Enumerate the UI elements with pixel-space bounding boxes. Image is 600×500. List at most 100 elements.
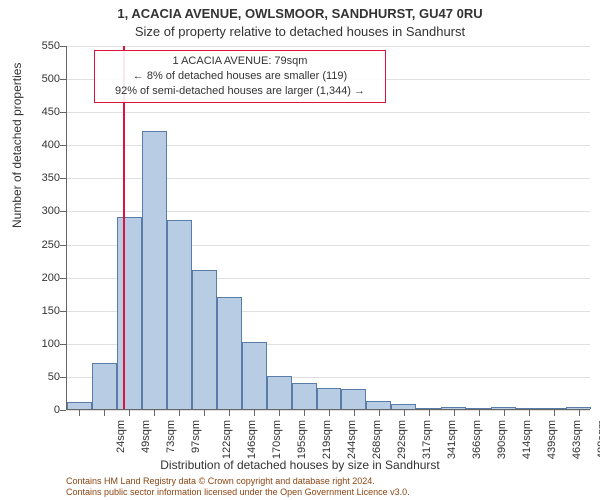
histogram-bar	[416, 408, 441, 409]
grid-line	[67, 46, 590, 47]
histogram-bar	[167, 220, 192, 409]
y-tick-label: 150	[42, 305, 60, 317]
x-tick-label: 463sqm	[571, 420, 583, 459]
x-tick	[404, 410, 405, 416]
x-tick	[554, 410, 555, 416]
y-tick-label: 250	[42, 239, 60, 251]
x-tick-label: 341sqm	[446, 420, 458, 459]
x-tick-label: 24sqm	[116, 420, 128, 453]
y-tick	[60, 311, 66, 312]
y-tick-label: 100	[42, 338, 60, 350]
x-tick	[129, 410, 130, 416]
y-tick	[60, 377, 66, 378]
footer-line-1: Contains HM Land Registry data © Crown c…	[66, 476, 410, 487]
x-tick-label: 73sqm	[165, 420, 177, 453]
x-tick	[104, 410, 105, 416]
x-tick	[79, 410, 80, 416]
x-tick-label: 146sqm	[246, 420, 258, 459]
annotation-line-2: ← 8% of detached houses are smaller (119…	[101, 69, 379, 84]
histogram-bar	[267, 376, 292, 409]
histogram-bar	[391, 404, 416, 409]
x-tick	[179, 410, 180, 416]
x-tick-label: 317sqm	[421, 420, 433, 459]
histogram-bar	[516, 408, 541, 409]
histogram-bar	[117, 217, 142, 409]
y-tick	[60, 178, 66, 179]
x-tick	[454, 410, 455, 416]
y-tick	[60, 79, 66, 80]
chart-container: 1, ACACIA AVENUE, OWLSMOOR, SANDHURST, G…	[0, 0, 600, 500]
y-tick	[60, 211, 66, 212]
chart-title-description: Size of property relative to detached ho…	[0, 24, 600, 39]
x-tick-label: 414sqm	[521, 420, 533, 459]
histogram-bar	[67, 402, 92, 409]
annotation-line-1: 1 ACACIA AVENUE: 79sqm	[101, 54, 379, 69]
histogram-bar	[541, 408, 566, 409]
x-tick-label: 268sqm	[371, 420, 383, 459]
x-tick-label: 219sqm	[321, 420, 333, 459]
annotation-line-3: 92% of semi-detached houses are larger (…	[101, 84, 379, 99]
grid-line	[67, 112, 590, 113]
x-tick	[354, 410, 355, 416]
chart-title-address: 1, ACACIA AVENUE, OWLSMOOR, SANDHURST, G…	[0, 6, 600, 21]
y-tick	[60, 410, 66, 411]
y-tick-label: 450	[42, 106, 60, 118]
footer-line-2: Contains public sector information licen…	[66, 487, 410, 498]
histogram-bar	[441, 407, 466, 409]
y-tick-label: 300	[42, 205, 60, 217]
x-tick	[379, 410, 380, 416]
histogram-bar	[142, 131, 167, 409]
x-tick-label: 195sqm	[296, 420, 308, 459]
y-tick-label: 350	[42, 172, 60, 184]
histogram-bar	[317, 388, 342, 409]
x-tick	[579, 410, 580, 416]
y-tick-label: 550	[42, 40, 60, 52]
histogram-bar	[566, 407, 591, 409]
x-tick	[504, 410, 505, 416]
x-tick	[304, 410, 305, 416]
x-tick	[429, 410, 430, 416]
x-axis-label: Distribution of detached houses by size …	[0, 458, 600, 472]
x-tick	[529, 410, 530, 416]
footer: Contains HM Land Registry data © Crown c…	[66, 476, 410, 498]
x-tick	[204, 410, 205, 416]
y-tick	[60, 278, 66, 279]
x-tick	[329, 410, 330, 416]
y-tick-label: 500	[42, 73, 60, 85]
y-tick	[60, 344, 66, 345]
x-tick-label: 170sqm	[271, 420, 283, 459]
x-tick	[479, 410, 480, 416]
y-tick	[60, 145, 66, 146]
histogram-bar	[192, 270, 217, 409]
y-axis-label: Number of detached properties	[10, 63, 24, 228]
x-tick-label: 488sqm	[596, 420, 600, 459]
x-tick-label: 439sqm	[546, 420, 558, 459]
histogram-bar	[292, 383, 317, 409]
y-tick-label: 0	[54, 404, 60, 416]
histogram-bar	[217, 297, 242, 410]
x-tick	[279, 410, 280, 416]
histogram-bar	[466, 408, 491, 409]
y-tick-label: 50	[48, 371, 60, 383]
y-tick-label: 400	[42, 139, 60, 151]
y-tick-label: 200	[42, 272, 60, 284]
y-tick	[60, 245, 66, 246]
x-tick	[254, 410, 255, 416]
histogram-bar	[491, 407, 516, 409]
histogram-bar	[366, 401, 391, 409]
histogram-bar	[242, 342, 267, 410]
annotation-box: 1 ACACIA AVENUE: 79sqm ← 8% of detached …	[94, 50, 386, 103]
y-tick	[60, 46, 66, 47]
x-tick-label: 49sqm	[140, 420, 152, 453]
x-tick-label: 244sqm	[346, 420, 358, 459]
histogram-bar	[341, 389, 366, 409]
histogram-bar	[92, 363, 117, 409]
x-tick-label: 122sqm	[221, 420, 233, 459]
x-tick-label: 292sqm	[396, 420, 408, 459]
y-tick	[60, 112, 66, 113]
x-tick-label: 366sqm	[471, 420, 483, 459]
x-tick	[154, 410, 155, 416]
x-tick-label: 390sqm	[496, 420, 508, 459]
x-tick-label: 97sqm	[190, 420, 202, 453]
x-tick	[229, 410, 230, 416]
